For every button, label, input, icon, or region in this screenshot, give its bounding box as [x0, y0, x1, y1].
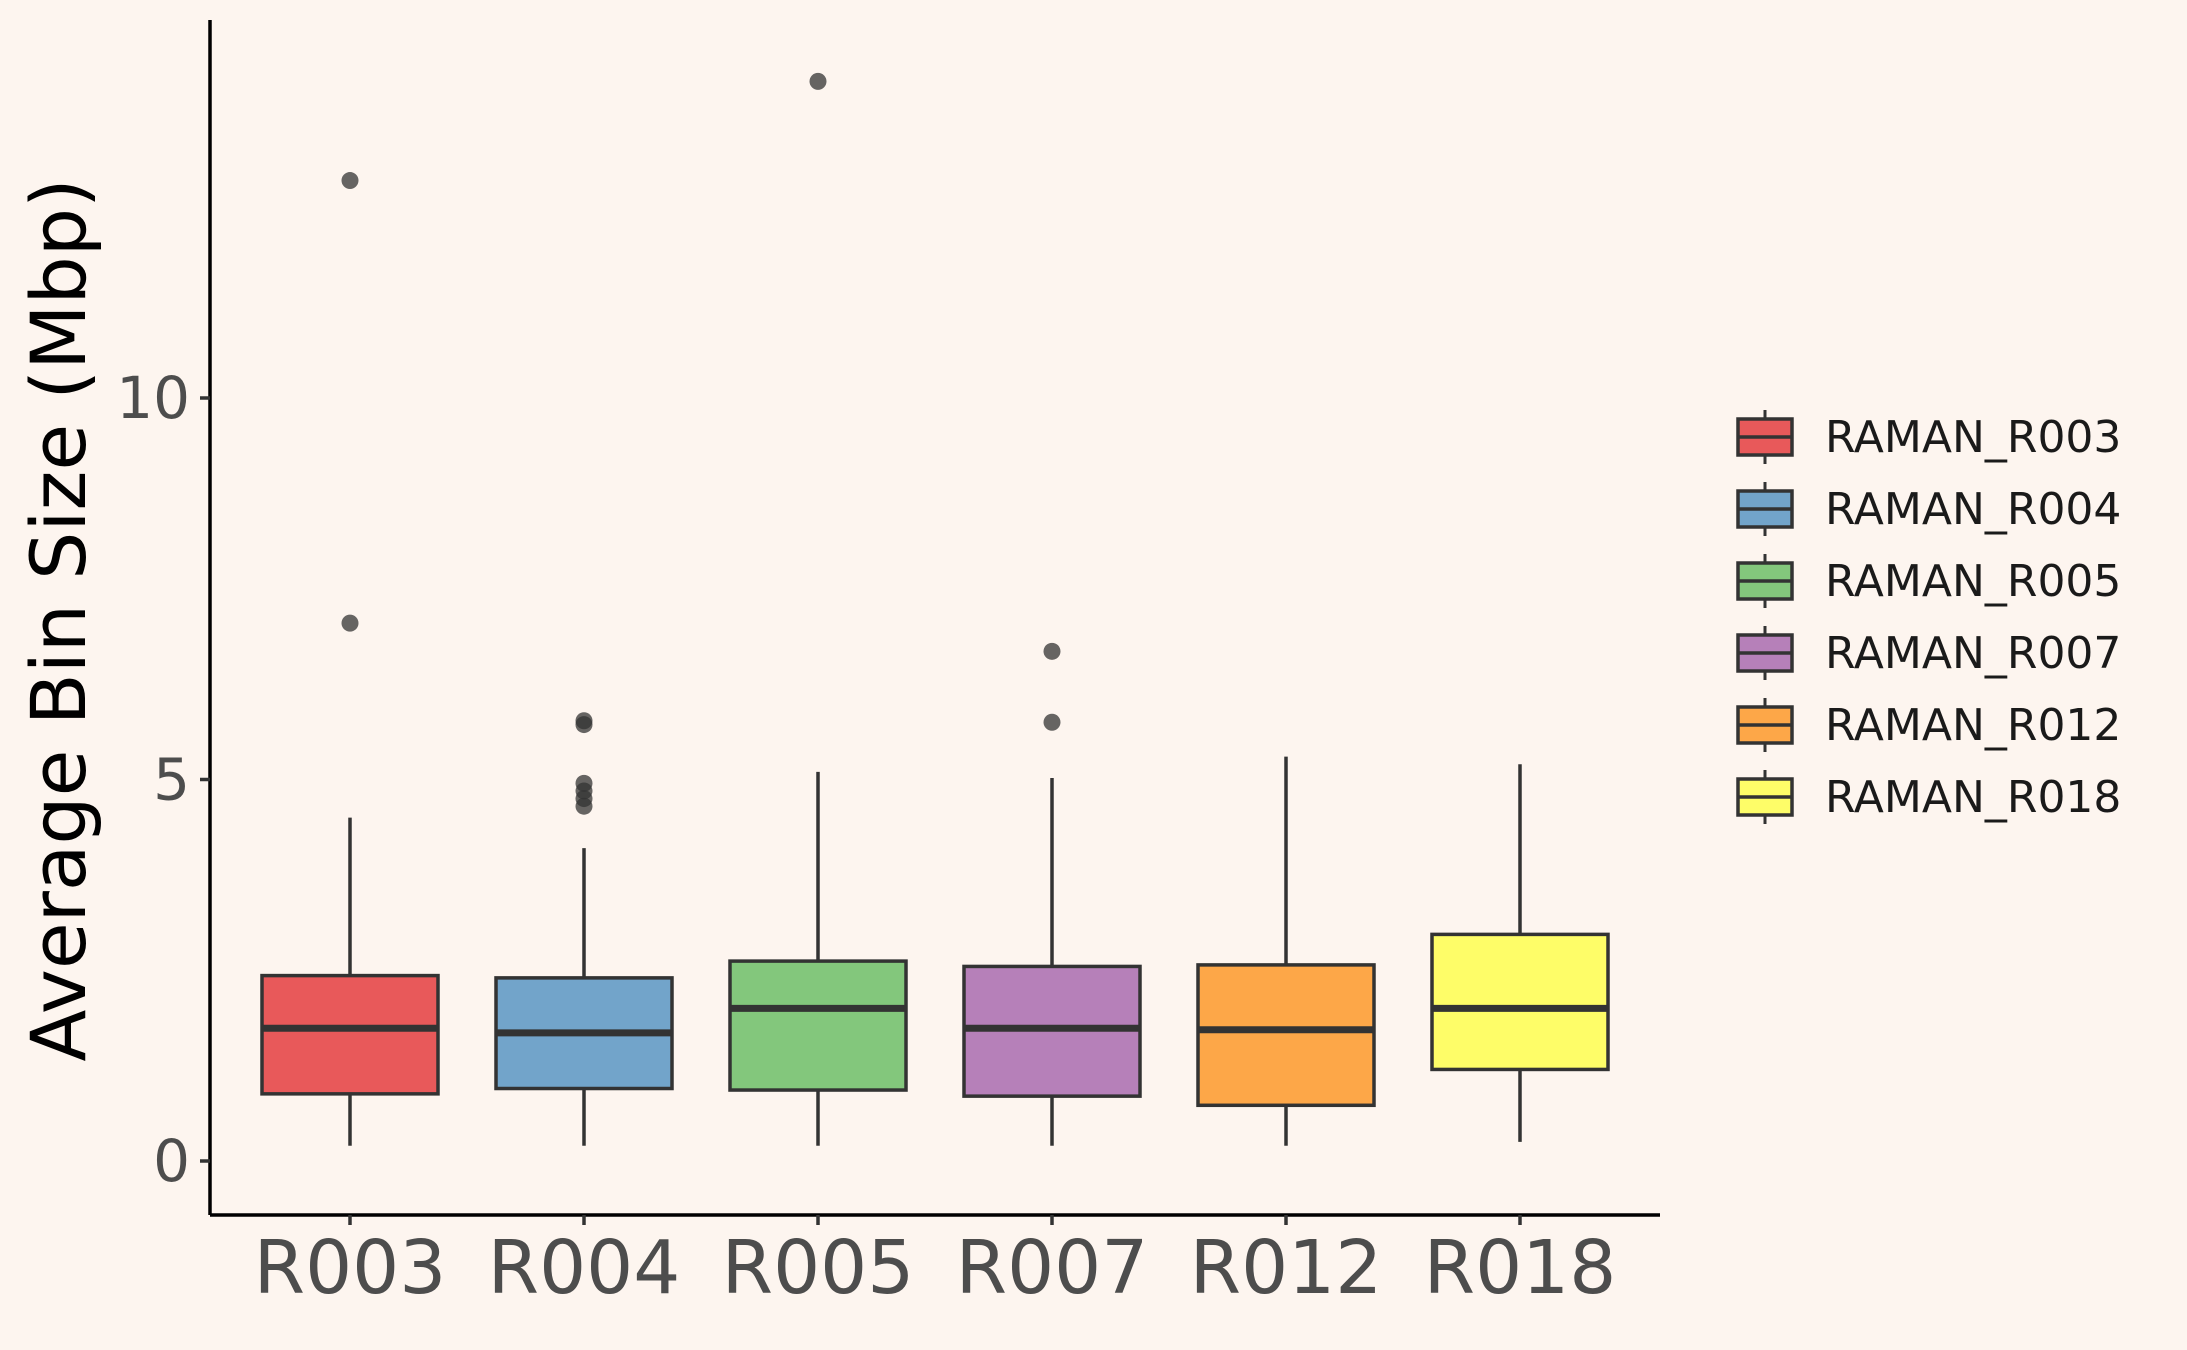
legend-label: RAMAN_R018 — [1825, 772, 2121, 823]
outlier-point — [1043, 642, 1061, 660]
x-tick-label: R007 — [956, 1225, 1149, 1311]
box-group — [260, 72, 1610, 1146]
y-tick-label: 5 — [153, 746, 190, 814]
x-tick-label: R004 — [488, 1225, 681, 1311]
box-R005 — [728, 72, 908, 1146]
legend-item-R018: RAMAN_R018 — [1736, 770, 2121, 824]
x-tick-label: R012 — [1190, 1225, 1383, 1311]
y-axis-title: Average Bin Size (Mbp) — [14, 178, 103, 1061]
outlier-point — [1043, 713, 1061, 731]
y-tick-label: 0 — [153, 1127, 190, 1195]
legend-item-R007: RAMAN_R007 — [1736, 626, 2121, 680]
outlier-point — [809, 72, 827, 90]
box-R004 — [494, 712, 674, 1146]
legend-item-R012: RAMAN_R012 — [1736, 698, 2121, 752]
legend-label: RAMAN_R012 — [1825, 700, 2121, 751]
x-tick-label: R003 — [254, 1225, 447, 1311]
x-tick-label: R005 — [722, 1225, 915, 1311]
legend-label: RAMAN_R005 — [1825, 556, 2121, 607]
outlier-point — [341, 614, 359, 632]
outlier-point — [575, 774, 593, 792]
outlier-point — [575, 712, 593, 730]
box-R003 — [260, 172, 440, 1146]
axes-group: 0 5 10 R003 R004 R005 R007 R012 R018 — [116, 20, 1660, 1311]
x-tick-label: R018 — [1424, 1225, 1617, 1311]
legend-item-R004: RAMAN_R004 — [1736, 482, 2121, 536]
legend-label: RAMAN_R007 — [1825, 628, 2121, 679]
iqr-box — [728, 959, 908, 1092]
legend-item-R003: RAMAN_R003 — [1736, 410, 2121, 464]
iqr-box — [1430, 932, 1610, 1072]
y-tick-label: 10 — [116, 364, 190, 432]
legend-label: RAMAN_R003 — [1825, 412, 2121, 463]
box-R018 — [1430, 764, 1610, 1142]
outlier-point — [341, 172, 359, 190]
box-R012 — [1196, 756, 1376, 1146]
iqr-box — [260, 973, 440, 1096]
legend: RAMAN_R003 RAMAN_R004 RAMAN_R005 RAMAN_R007… — [1736, 410, 2121, 824]
iqr-box — [1196, 963, 1376, 1108]
legend-item-R005: RAMAN_R005 — [1736, 554, 2121, 608]
legend-label: RAMAN_R004 — [1825, 484, 2121, 535]
box-R007 — [962, 642, 1142, 1146]
